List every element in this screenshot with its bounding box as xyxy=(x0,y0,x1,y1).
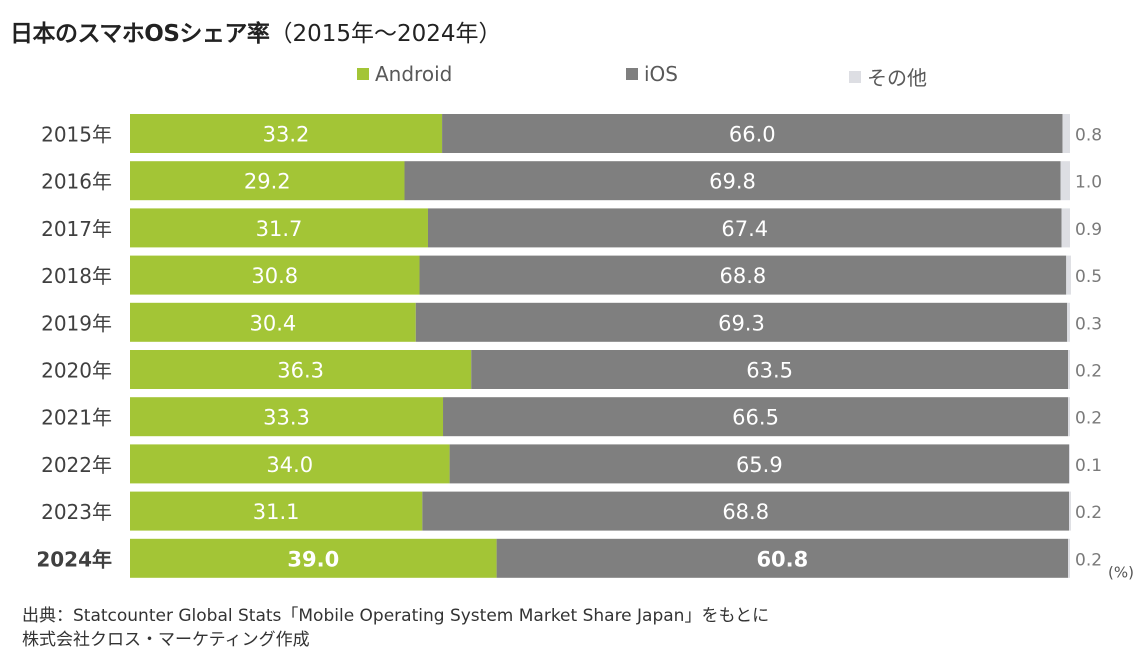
chart-title: 日本のスマホOSシェア率 xyxy=(10,21,270,47)
bar-android-2 xyxy=(130,161,405,201)
data-label-other-5: 0.3 xyxy=(1075,314,1102,334)
data-label-ios-3: 67.4 xyxy=(721,217,768,241)
data-label-ios-8: 65.9 xyxy=(736,453,783,477)
category-label-6: 2020年 xyxy=(41,359,112,383)
source-line-2: 株式会社クロス・マーケティング作成 xyxy=(22,630,310,650)
category-label-9: 2023年 xyxy=(41,500,112,524)
bar-ios-5 xyxy=(415,302,1068,342)
bar-ios-10 xyxy=(496,538,1069,578)
unit-label: (%) xyxy=(1108,563,1134,581)
source-note: 出典：Statcounter Global Stats「Mobile Opera… xyxy=(22,604,769,652)
data-label-android-8: 34.0 xyxy=(266,453,313,477)
category-label-3: 2017年 xyxy=(41,217,112,241)
bar-ios-7 xyxy=(443,397,1069,437)
data-label-android-3: 31.7 xyxy=(256,217,303,241)
data-label-other-2: 1.0 xyxy=(1075,173,1102,193)
source-line-1: 出典：Statcounter Global Stats「Mobile Opera… xyxy=(22,606,770,626)
bar-android-4 xyxy=(130,255,420,295)
data-label-other-9: 0.2 xyxy=(1075,503,1102,523)
legend-swatch-other xyxy=(849,70,861,83)
legend-swatch-ios xyxy=(626,68,638,80)
data-label-android-9: 31.1 xyxy=(253,500,300,524)
data-label-android-7: 33.3 xyxy=(263,406,310,430)
category-label-7: 2021年 xyxy=(41,406,112,430)
bar-ios-9 xyxy=(422,491,1070,531)
data-label-android-5: 30.4 xyxy=(249,311,296,335)
bar-ios-8 xyxy=(449,444,1070,484)
bar-other-10 xyxy=(1068,538,1070,578)
chart-legend: Android iOS その他 xyxy=(0,62,1144,91)
data-label-ios-9: 68.8 xyxy=(722,500,769,524)
category-label-2: 2016年 xyxy=(41,170,112,194)
bar-other-9 xyxy=(1069,491,1071,531)
data-label-other-4: 0.5 xyxy=(1075,267,1102,287)
category-label-4: 2018年 xyxy=(41,264,112,288)
bar-android-6 xyxy=(130,350,472,389)
bar-other-7 xyxy=(1068,397,1070,437)
bar-android-10 xyxy=(130,538,497,578)
bar-other-5 xyxy=(1067,302,1070,342)
legend-swatch-android xyxy=(357,68,369,80)
category-label-1: 2015年 xyxy=(41,123,112,147)
data-label-ios-4: 68.8 xyxy=(719,264,766,288)
stacked-bar-chart: 2015年 33.2 66.0 0.8 2016年 29.2 69.8 1.0 2017年 31.… xyxy=(36,114,1134,581)
legend-label-ios: iOS xyxy=(644,62,678,86)
bar-other-8 xyxy=(1069,444,1070,484)
bar-ios-1 xyxy=(442,114,1063,153)
bar-ios-2 xyxy=(404,161,1061,201)
bar-android-9 xyxy=(130,491,423,531)
data-label-android-2: 29.2 xyxy=(244,170,291,194)
data-label-other-10: 0.2 xyxy=(1075,550,1102,570)
chart-title-row: 日本のスマホOSシェア率（2015年～2024年） xyxy=(10,14,502,48)
category-label-5: 2019年 xyxy=(41,311,112,335)
data-label-ios-7: 66.5 xyxy=(732,406,779,430)
data-label-android-1: 33.2 xyxy=(263,123,310,147)
bar-ios-4 xyxy=(419,255,1067,295)
legend-label-other: その他 xyxy=(867,66,927,90)
chart-subtitle: （2015年～2024年） xyxy=(269,21,502,47)
legend-item-other: その他 xyxy=(849,62,927,91)
legend-item-ios: iOS xyxy=(626,62,678,86)
data-label-android-6: 36.3 xyxy=(277,359,324,383)
data-label-android-10: 39.0 xyxy=(287,547,339,571)
data-label-ios-2: 69.8 xyxy=(709,170,756,194)
data-label-other-8: 0.1 xyxy=(1075,456,1102,476)
bar-other-1 xyxy=(1062,114,1070,153)
category-label-10: 2024年 xyxy=(36,547,112,571)
legend-item-android: Android xyxy=(357,62,452,86)
bar-other-2 xyxy=(1060,161,1070,201)
bar-other-4 xyxy=(1066,255,1071,295)
category-label-8: 2022年 xyxy=(41,453,112,477)
data-label-ios-5: 69.3 xyxy=(718,311,765,335)
data-label-ios-1: 66.0 xyxy=(729,123,776,147)
data-label-ios-6: 63.5 xyxy=(746,359,793,383)
legend-label-android: Android xyxy=(375,62,453,86)
bar-android-1 xyxy=(130,114,443,153)
data-label-android-4: 30.8 xyxy=(251,264,298,288)
data-label-other-3: 0.9 xyxy=(1075,220,1102,240)
bar-android-8 xyxy=(130,444,450,484)
bar-android-5 xyxy=(130,302,416,342)
bar-android-7 xyxy=(130,397,444,437)
data-label-other-1: 0.8 xyxy=(1075,126,1102,146)
bar-android-3 xyxy=(130,208,428,248)
bar-other-6 xyxy=(1068,350,1070,389)
data-label-ios-10: 60.8 xyxy=(756,547,808,571)
bar-ios-3 xyxy=(427,208,1062,248)
bar-other-3 xyxy=(1061,208,1070,248)
data-label-other-6: 0.2 xyxy=(1075,362,1102,382)
data-label-other-7: 0.2 xyxy=(1075,409,1102,429)
bar-ios-6 xyxy=(471,350,1069,389)
